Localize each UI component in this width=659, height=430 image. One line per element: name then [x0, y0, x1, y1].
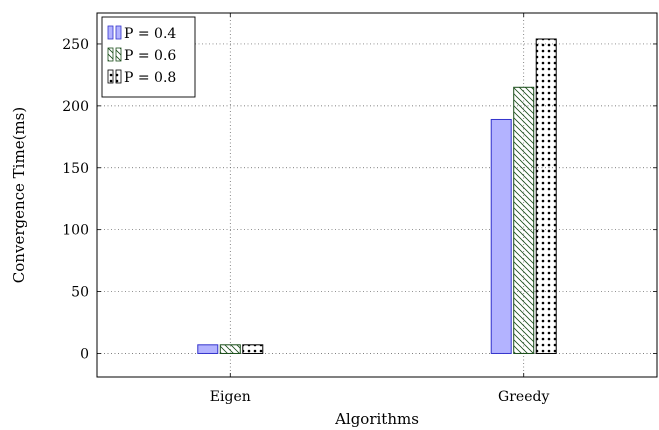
bar: [198, 345, 218, 354]
bar: [536, 39, 556, 353]
legend-label: P = 0.4: [124, 26, 176, 42]
bar: [243, 345, 263, 354]
bar: [514, 87, 534, 353]
legend-swatch: [116, 48, 121, 61]
x-tick-label: Greedy: [498, 389, 549, 405]
legend-swatch: [108, 48, 113, 61]
legend-label: P = 0.6: [124, 48, 176, 64]
y-tick-label: 100: [62, 223, 89, 239]
bar: [220, 345, 240, 354]
bars: [198, 39, 556, 353]
legend-swatch: [108, 70, 113, 83]
legend-swatch: [108, 26, 113, 39]
legend-swatch: [116, 70, 121, 83]
legend-swatch: [116, 26, 121, 39]
y-tick-label: 0: [80, 346, 89, 362]
y-tick-label: 200: [62, 99, 89, 115]
bar: [491, 119, 511, 353]
y-tick-label: 250: [62, 37, 89, 53]
y-axis-label: Convergence Time(ms): [10, 107, 28, 283]
x-axis-label: Algorithms: [334, 410, 419, 428]
y-tick-label: 150: [62, 161, 89, 177]
legend: P = 0.4 P = 0.6 P = 0.8: [102, 17, 195, 97]
legend-label: P = 0.8: [124, 70, 176, 86]
x-tick-label: Eigen: [210, 389, 251, 405]
y-tick-label: 50: [71, 285, 89, 301]
